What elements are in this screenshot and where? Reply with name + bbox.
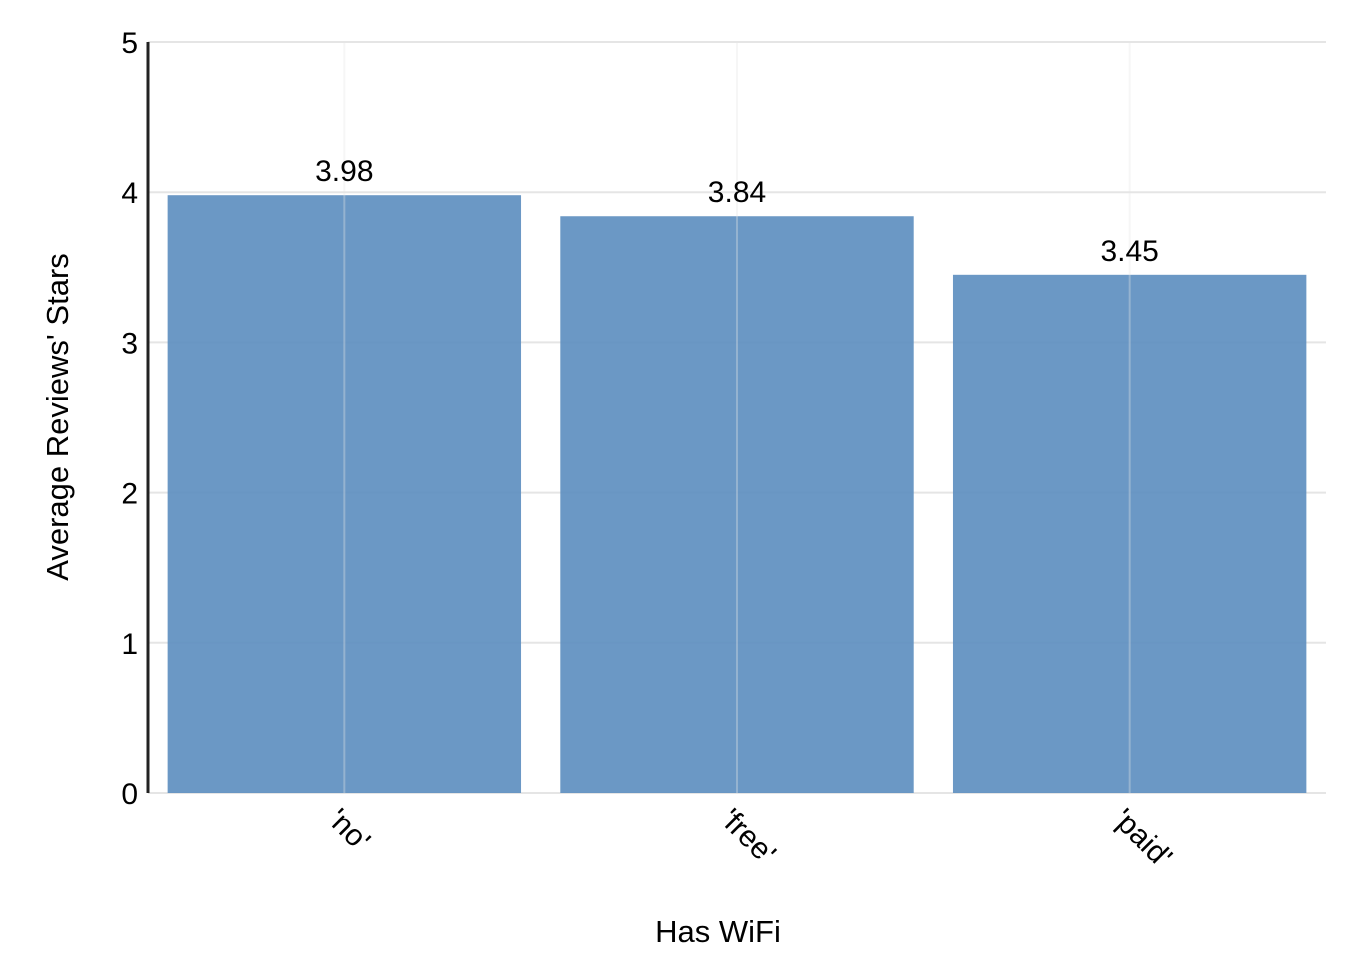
data-label: 3.98 — [315, 155, 373, 188]
x-tick-label: 'paid' — [1107, 803, 1179, 875]
data-labels: 3.98 3.84 3.45 — [315, 155, 1159, 268]
bars — [167, 195, 1307, 794]
y-tick-labels: 0 1 2 3 4 5 — [121, 27, 138, 811]
bar — [560, 216, 914, 793]
y-tick-label: 1 — [121, 628, 138, 661]
x-tick-labels: 'no' 'free' 'paid' — [321, 803, 1178, 875]
y-tick-label: 0 — [121, 778, 138, 811]
y-tick-label: 3 — [121, 327, 138, 360]
data-label: 3.84 — [708, 176, 766, 209]
vertical-grid-lines — [343, 42, 1131, 793]
y-tick-label: 2 — [121, 478, 138, 511]
bar — [952, 274, 1307, 793]
y-axis-label: Average Reviews' Stars — [40, 253, 75, 581]
data-label: 3.45 — [1100, 235, 1158, 268]
x-axis-label: Has WiFi — [655, 914, 781, 949]
x-tick-label: 'no' — [321, 803, 376, 858]
x-tick-label: 'free' — [714, 803, 782, 871]
y-tick-label: 5 — [121, 27, 138, 60]
bar — [167, 195, 522, 794]
y-tick-label: 4 — [121, 177, 138, 210]
